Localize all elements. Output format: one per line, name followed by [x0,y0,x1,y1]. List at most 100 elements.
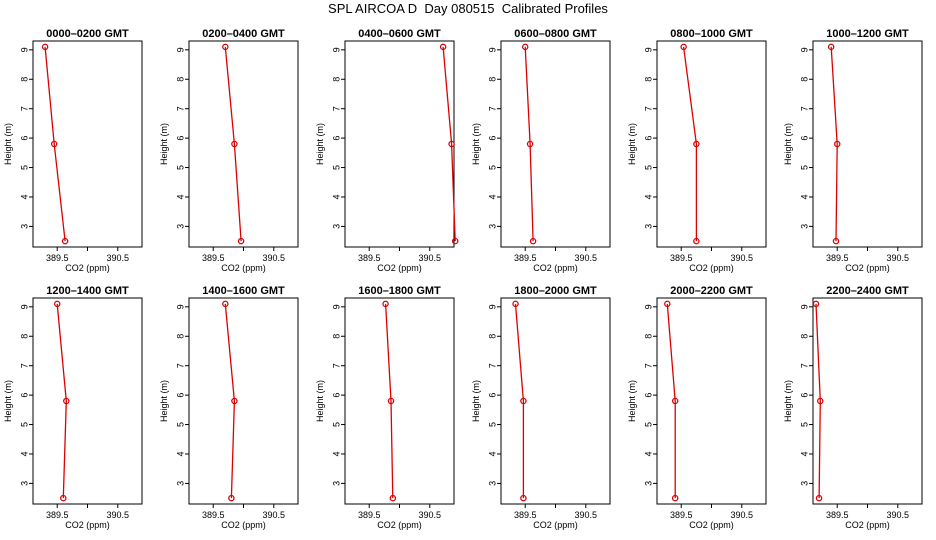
plot-frame [812,40,923,248]
y-tick-label: 3 [19,224,29,229]
y-tick-label: 9 [643,304,653,309]
x-tick-label: 390.5 [419,253,442,263]
y-axis-label: Height (m) [471,123,481,165]
y-tick-label: 4 [487,451,497,456]
y-tick-label: 4 [643,451,653,456]
x-axis-label: CO2 (ppm) [533,263,578,273]
y-tick-label: 8 [331,77,341,82]
data-point [664,300,671,308]
y-axis-label: Height (m) [627,123,637,165]
data-point [520,397,527,405]
data-point [833,140,841,148]
x-tick-label: 390.5 [107,253,130,263]
y-tick-label: 3 [799,481,809,486]
plot-frame [344,40,455,248]
profile-line [442,46,456,242]
plot-frame [188,297,299,505]
y-tick-label: 4 [175,194,185,199]
panel-title: 0800–1000 GMT [670,28,753,40]
y-tick-label: 6 [643,136,653,141]
y-tick-label: 5 [799,422,809,427]
y-axis-label: Height (m) [315,380,325,422]
x-axis-label: CO2 (ppm) [65,263,110,273]
data-point [50,140,58,148]
y-tick-label: 4 [487,194,497,199]
y-tick-label: 7 [19,363,29,368]
panel-title: 0000–0200 GMT [46,28,129,40]
y-tick-label: 9 [19,304,29,309]
x-tick-label: 389.5 [358,510,381,520]
y-tick-label: 4 [643,194,653,199]
x-tick-label: 390.5 [107,510,130,520]
y-tick-label: 4 [19,451,29,456]
x-tick-label: 390.5 [887,510,910,520]
y-tick-label: 3 [643,224,653,229]
y-tick-label: 7 [331,363,341,368]
data-point [387,397,395,405]
y-tick-label: 6 [175,136,185,141]
panel-title: 2200–2400 GMT [826,285,909,297]
panel-title: 1400–1600 GMT [202,285,285,297]
y-tick-label: 3 [331,224,341,229]
y-tick-label: 6 [19,136,29,141]
y-tick-label: 7 [643,363,653,368]
y-tick-label: 4 [331,451,341,456]
x-axis-label: CO2 (ppm) [533,520,578,530]
y-tick-label: 7 [487,363,497,368]
data-point [228,494,235,502]
y-tick-label: 9 [19,47,29,52]
y-tick-label: 9 [175,304,185,309]
data-point [521,43,529,51]
x-tick-label: 390.5 [731,510,754,520]
y-tick-label: 8 [799,334,809,339]
y-axis-label: Height (m) [783,380,793,422]
x-tick-label: 390.5 [263,253,286,263]
y-tick-label: 7 [799,106,809,111]
y-tick-label: 3 [175,481,185,486]
y-tick-label: 9 [799,47,809,52]
y-axis-label: Height (m) [315,123,325,165]
y-axis-label: Height (m) [783,123,793,165]
profile-line [384,303,394,499]
y-tick-label: 6 [175,393,185,398]
y-tick-label: 6 [487,136,497,141]
data-point [237,237,245,245]
x-tick-label: 389.5 [202,510,225,520]
plot-frame [188,40,299,248]
figure-title: SPL AIRCOA D Day 080515 Calibrated Profi… [328,1,608,16]
profile-line [44,46,66,242]
x-tick-label: 390.5 [419,510,442,520]
data-point [671,397,679,405]
y-tick-label: 8 [19,334,29,339]
data-point [451,237,459,245]
y-tick-label: 7 [175,363,185,368]
y-tick-label: 7 [19,106,29,111]
panel-title: 1800–2000 GMT [514,285,597,297]
y-tick-label: 6 [487,393,497,398]
y-tick-label: 4 [799,194,809,199]
data-point [63,397,70,405]
profile-line [524,46,534,242]
data-point [832,237,840,245]
panel-title: 1200–1400 GMT [46,285,129,297]
y-tick-label: 8 [799,77,809,82]
y-tick-label: 3 [643,481,653,486]
x-axis-label: CO2 (ppm) [845,263,890,273]
y-tick-label: 5 [487,422,497,427]
x-tick-label: 389.5 [46,253,69,263]
x-tick-label: 390.5 [887,253,910,263]
y-tick-label: 5 [799,165,809,170]
y-tick-label: 8 [19,77,29,82]
x-tick-label: 389.5 [826,253,849,263]
y-tick-label: 8 [331,334,341,339]
profile-line [666,303,676,499]
x-tick-label: 389.5 [514,510,537,520]
y-tick-label: 9 [487,47,497,52]
x-tick-label: 389.5 [46,510,69,520]
y-tick-label: 8 [487,77,497,82]
